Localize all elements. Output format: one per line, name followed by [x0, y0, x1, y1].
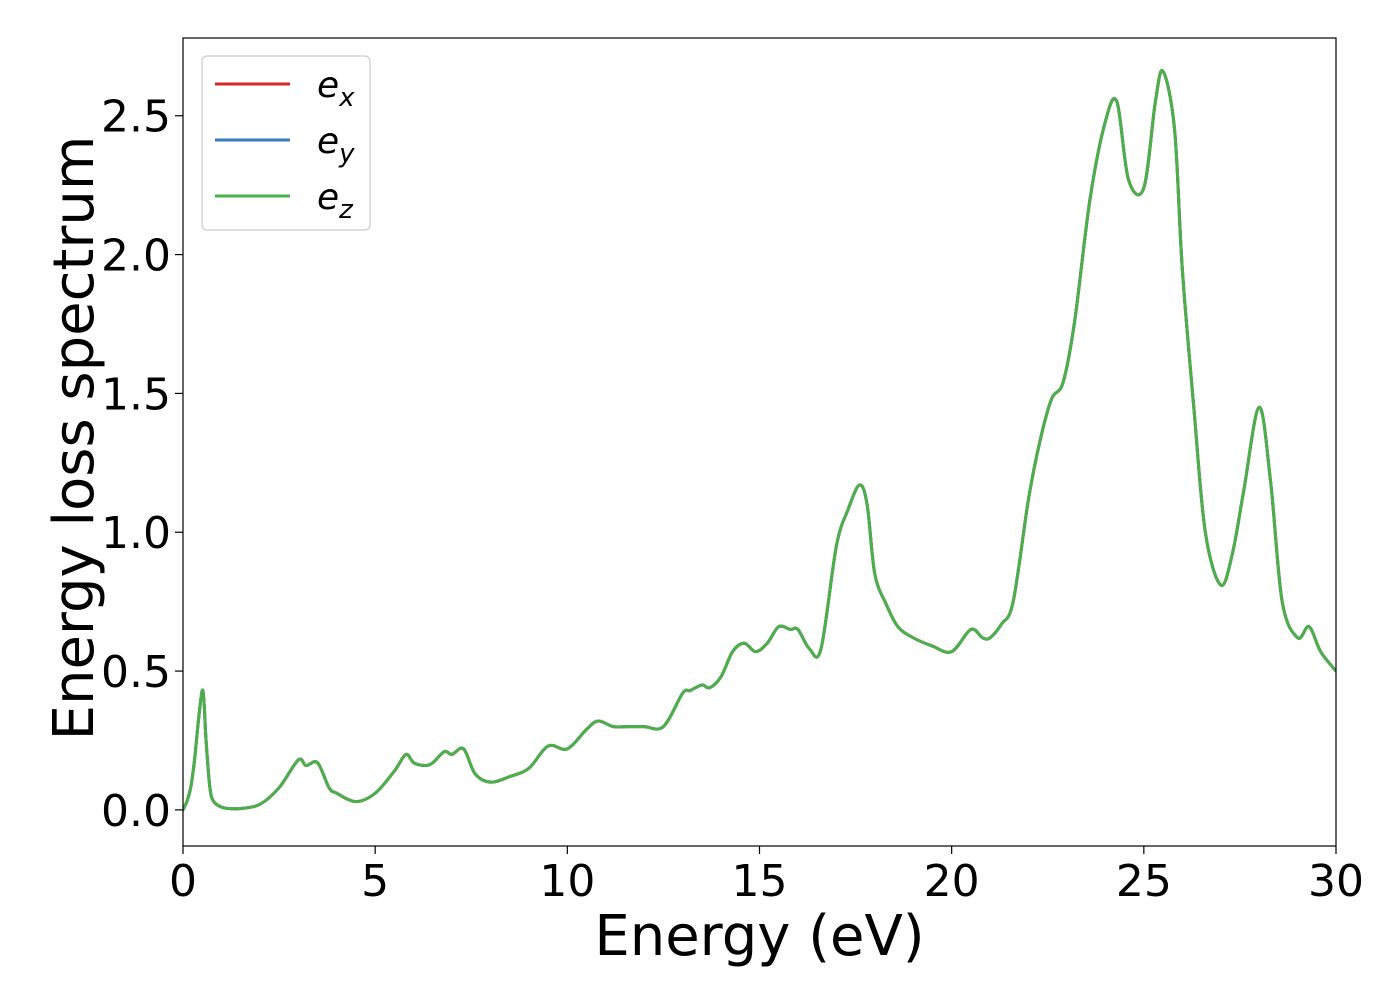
x-tick-label: 20	[924, 856, 980, 907]
y-tick-label: 2.0	[101, 231, 171, 282]
x-tick-label: 15	[732, 856, 788, 907]
x-tick-label: 10	[539, 856, 595, 907]
legend-label-ex: ex	[317, 65, 355, 113]
x-axis-ticks: 0 5 10 15 20 25 30	[169, 846, 1364, 907]
y-tick-label: 1.0	[101, 508, 171, 559]
x-axis-label: Energy (eV)	[594, 904, 924, 969]
series-line-ez	[183, 69, 1336, 812]
x-tick-label: 25	[1116, 856, 1172, 907]
y-tick-label: 0.0	[101, 786, 171, 837]
legend: ex ey ez	[201, 55, 371, 231]
legend-label-ey: ey	[317, 121, 355, 169]
series-layer	[183, 69, 1336, 812]
y-tick-label: 0.5	[101, 647, 171, 698]
legend-box	[201, 55, 371, 231]
x-tick-label: 0	[169, 856, 197, 907]
x-tick-label: 5	[361, 856, 389, 907]
y-axis-ticks: 0.0 0.5 1.0 1.5 2.0 2.5	[101, 92, 183, 837]
legend-label-ez: ez	[317, 177, 354, 225]
x-tick-label: 30	[1308, 856, 1364, 907]
y-tick-label: 2.5	[101, 92, 171, 143]
y-axis-label: Energy loss spectrum	[42, 136, 107, 741]
y-tick-label: 1.5	[101, 369, 171, 420]
